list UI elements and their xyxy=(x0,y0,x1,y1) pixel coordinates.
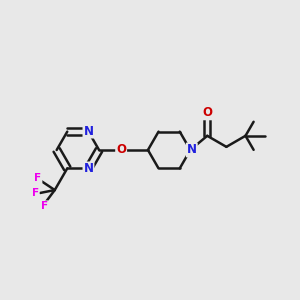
Text: O: O xyxy=(116,143,126,157)
Text: O: O xyxy=(202,106,212,119)
Text: F: F xyxy=(34,173,41,183)
Text: N: N xyxy=(83,162,94,176)
Text: N: N xyxy=(83,124,94,138)
Text: N: N xyxy=(187,143,197,157)
Text: F: F xyxy=(41,201,48,211)
Text: F: F xyxy=(32,188,39,198)
